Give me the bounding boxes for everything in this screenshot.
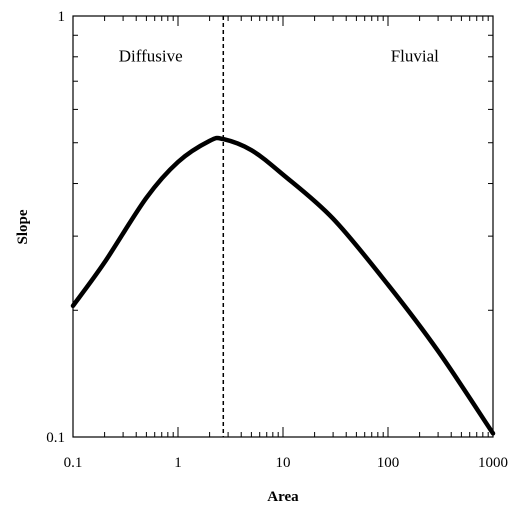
y-tick-label: 0.1 bbox=[46, 430, 65, 446]
x-tick-label: 100 bbox=[377, 455, 400, 471]
y-axis-label: Slope bbox=[15, 209, 31, 244]
tick-labels: 0.1 1 10 100 1000 0.1 1 bbox=[46, 9, 508, 471]
y-tick-label: 1 bbox=[58, 9, 66, 25]
x-tick-label: 1 bbox=[174, 455, 182, 471]
x-tick-label: 0.1 bbox=[64, 455, 83, 471]
x-axis-label: Area bbox=[267, 489, 299, 505]
plot-frame bbox=[72, 15, 494, 438]
diffusive-region-label: Diffusive bbox=[119, 46, 183, 65]
slope-area-curve bbox=[70, 135, 496, 436]
axis-ticks bbox=[72, 15, 494, 438]
x-tick-label: 1000 bbox=[478, 455, 508, 471]
x-tick-label: 10 bbox=[276, 455, 291, 471]
region-annotations: Diffusive Fluvial bbox=[119, 46, 439, 65]
fluvial-region-label: Fluvial bbox=[391, 46, 439, 65]
